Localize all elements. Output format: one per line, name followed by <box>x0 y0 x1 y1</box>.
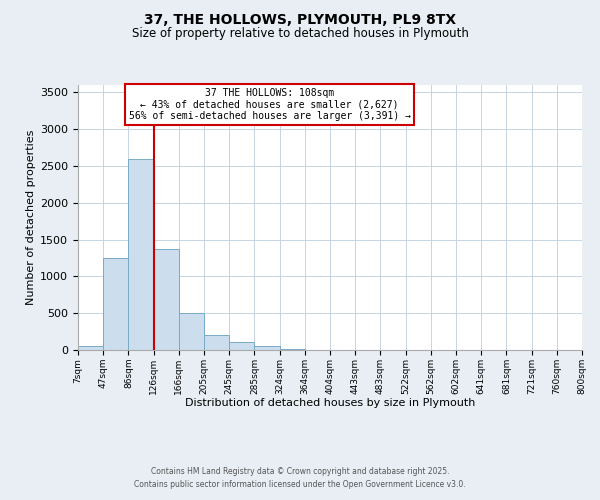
Bar <box>280 348 305 350</box>
Bar <box>78 346 103 350</box>
Bar <box>103 258 128 350</box>
Text: 37, THE HOLLOWS, PLYMOUTH, PL9 8TX: 37, THE HOLLOWS, PLYMOUTH, PL9 8TX <box>144 12 456 26</box>
Bar <box>128 158 154 350</box>
Bar <box>204 336 229 350</box>
Bar <box>179 313 204 350</box>
Y-axis label: Number of detached properties: Number of detached properties <box>26 130 36 305</box>
Bar <box>154 249 179 350</box>
Text: Contains public sector information licensed under the Open Government Licence v3: Contains public sector information licen… <box>134 480 466 489</box>
Bar <box>254 346 280 350</box>
X-axis label: Distribution of detached houses by size in Plymouth: Distribution of detached houses by size … <box>185 398 475 408</box>
Text: Size of property relative to detached houses in Plymouth: Size of property relative to detached ho… <box>131 28 469 40</box>
Text: Contains HM Land Registry data © Crown copyright and database right 2025.: Contains HM Land Registry data © Crown c… <box>151 467 449 476</box>
Bar <box>229 342 254 350</box>
Text: 37 THE HOLLOWS: 108sqm
← 43% of detached houses are smaller (2,627)
56% of semi-: 37 THE HOLLOWS: 108sqm ← 43% of detached… <box>128 88 410 121</box>
